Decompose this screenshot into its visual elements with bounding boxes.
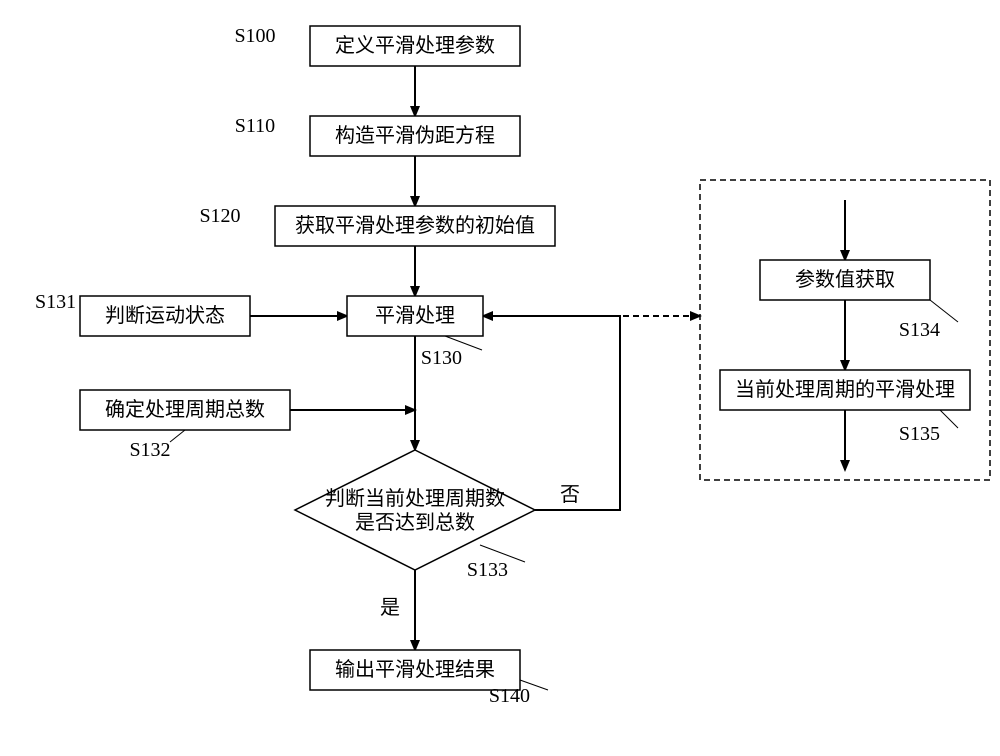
node-label-s133-line2: 是否达到总数: [355, 511, 475, 534]
step-tag-s110: S110: [235, 115, 275, 137]
step-tag-s131: S131: [35, 291, 76, 313]
step-tag-s132: S132: [129, 439, 170, 461]
node-label-s135: 当前处理周期的平滑处理: [735, 378, 955, 401]
node-label-s131: 判断运动状态: [105, 304, 225, 327]
step-tag-s130: S130: [421, 347, 462, 369]
step-tag-s140: S140: [489, 685, 530, 707]
step-tag-s120: S120: [199, 205, 240, 227]
node-label-s130: 平滑处理: [375, 304, 455, 327]
node-label-s100: 定义平滑处理参数: [335, 34, 495, 57]
step-tag-s133: S133: [467, 559, 508, 581]
node-label-s132: 确定处理周期总数: [105, 398, 265, 421]
node-label-s120: 获取平滑处理参数的初始值: [295, 214, 535, 237]
node-label-s140: 输出平滑处理结果: [335, 658, 495, 681]
leader-label-leader-s135: [940, 410, 958, 428]
edge-e133-no: [483, 316, 620, 510]
node-label-s110: 构造平滑伪距方程: [335, 124, 495, 147]
step-tag-s134: S134: [899, 319, 940, 341]
step-tag-s100: S100: [234, 25, 275, 47]
leader-label-leader-s132: [170, 430, 185, 442]
step-tag-s135: S135: [899, 423, 940, 445]
node-label-s133-line1: 判断当前处理周期数: [325, 487, 505, 510]
node-label-s134: 参数值获取: [795, 268, 895, 291]
branch-no: 否: [560, 484, 580, 506]
branch-yes: 是: [380, 597, 400, 619]
